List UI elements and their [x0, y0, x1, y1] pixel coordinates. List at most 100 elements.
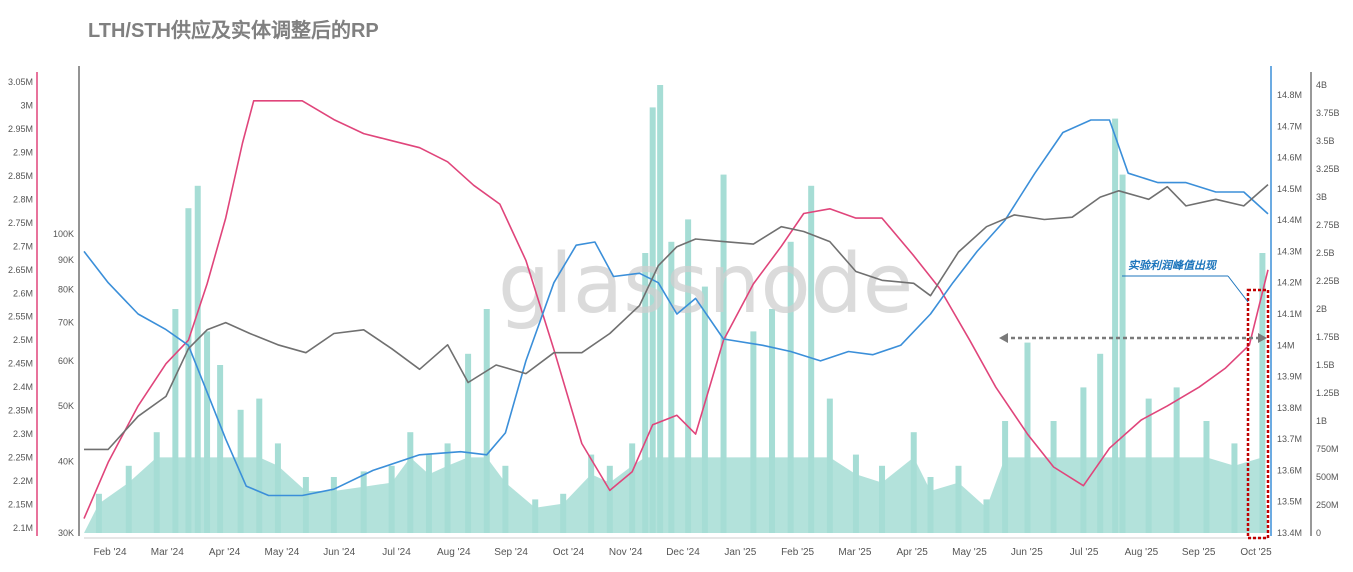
left-outer-tick-label: 2.35M — [8, 406, 33, 416]
arrow-head-left — [999, 333, 1008, 343]
right-inner-tick-label: 13.6M — [1277, 465, 1302, 475]
right-inner-tick-label: 14.6M — [1277, 153, 1302, 163]
left-inner-tick-label: 90K — [58, 255, 74, 265]
x-tick-label: Dec '24 — [666, 547, 700, 558]
left-outer-tick-label: 2.25M — [8, 453, 33, 463]
volume-area — [84, 457, 1268, 533]
left-inner-tick-label: 70K — [58, 318, 74, 328]
volume-bar — [1097, 353, 1104, 533]
right-inner-tick-label: 14.4M — [1277, 215, 1302, 225]
right-outer-tick-label: 1B — [1316, 416, 1327, 426]
left-inner-tick-label: 50K — [58, 401, 74, 411]
right-outer-tick-label: 1.5B — [1316, 360, 1335, 370]
left-outer-tick-label: 2.6M — [13, 288, 33, 298]
right-outer-tick-label: 1.25B — [1316, 388, 1340, 398]
volume-bar — [1112, 118, 1119, 533]
right-outer-tick-label: 250M — [1316, 500, 1339, 510]
left-outer-tick-label: 2.2M — [13, 476, 33, 486]
left-inner-tick-label: 30K — [58, 528, 74, 538]
volume-bar — [217, 365, 224, 533]
x-tick-label: Oct '24 — [553, 547, 585, 558]
series-line — [83, 119, 1269, 497]
left-outer-tick-label: 2.1M — [13, 523, 33, 533]
volume-bar — [657, 85, 664, 533]
volume-bars — [84, 85, 1268, 534]
series-line — [83, 100, 1269, 519]
left-outer-tick-label: 2.15M — [8, 500, 33, 510]
left-outer-tick-label: 2.75M — [8, 218, 33, 228]
volume-bar — [185, 208, 192, 533]
right-inner-tick-label: 14.3M — [1277, 246, 1302, 256]
right-inner-tick-label: 14.1M — [1277, 309, 1302, 319]
right-inner-tick-label: 14.2M — [1277, 278, 1302, 288]
arrow-head-right — [1258, 333, 1267, 343]
x-tick-label: Jul '25 — [1070, 547, 1099, 558]
left-outer-tick-label: 2.3M — [13, 429, 33, 439]
right-inner-tick-label: 13.9M — [1277, 372, 1302, 382]
right-outer-tick-label: 3.5B — [1316, 136, 1335, 146]
left-outer-tick-label: 2.4M — [13, 382, 33, 392]
right-outer-tick-label: 2.5B — [1316, 248, 1335, 258]
right-inner-tick-label: 13.5M — [1277, 497, 1302, 507]
volume-bar — [1119, 174, 1126, 533]
left-outer-tick-label: 2.7M — [13, 241, 33, 251]
right-outer-tick-label: 2.25B — [1316, 276, 1340, 286]
left-inner-tick-label: 80K — [58, 284, 74, 294]
x-tick-label: Sep '25 — [1182, 547, 1216, 558]
right-outer-tick-label: 3.75B — [1316, 108, 1340, 118]
left-outer-tick-label: 2.8M — [13, 194, 33, 204]
right-outer-tick-label: 750M — [1316, 444, 1339, 454]
left-outer-tick-label: 2.55M — [8, 312, 33, 322]
left-inner-tick-label: 60K — [58, 356, 74, 366]
left-outer-tick-label: 3M — [20, 100, 33, 110]
right-outer-tick-label: 1.75B — [1316, 332, 1340, 342]
right-inner-tick-label: 13.8M — [1277, 403, 1302, 413]
volume-bar — [701, 286, 708, 533]
left-outer-tick-label: 2.5M — [13, 335, 33, 345]
right-outer-tick-label: 500M — [1316, 472, 1339, 482]
volume-bar — [808, 185, 815, 534]
x-tick-label: Jun '25 — [1011, 547, 1043, 558]
x-tick-label: Mar '24 — [151, 547, 184, 558]
annotations: 实验利润峰值出现 — [999, 259, 1270, 540]
volume-bar — [787, 241, 794, 534]
volume-bar — [465, 353, 472, 533]
volume-bar — [194, 185, 201, 534]
left-inner-tick-label: 40K — [58, 457, 74, 467]
volume-bar — [483, 309, 490, 533]
volume-bar — [642, 253, 649, 533]
right-outer-tick-label: 2B — [1316, 304, 1327, 314]
volume-bar — [750, 331, 757, 533]
x-tick-label: Jul '24 — [382, 547, 411, 558]
left-outer-tick-label: 3.05M — [8, 77, 33, 87]
right-inner-tick-label: 13.7M — [1277, 434, 1302, 444]
volume-bar — [668, 241, 675, 534]
x-tick-label: Nov '24 — [609, 547, 643, 558]
series-lines — [83, 100, 1269, 519]
annotation-label: 实验利润峰值出现 — [1128, 259, 1218, 272]
right-outer-tick-label: 3.25B — [1316, 164, 1340, 174]
volume-bar — [649, 107, 656, 534]
volume-bar — [685, 219, 692, 533]
x-tick-label: Aug '24 — [437, 547, 471, 558]
x-tick-label: Aug '25 — [1125, 547, 1159, 558]
right-outer-tick-label: 0 — [1316, 528, 1321, 538]
left-outer-tick-label: 2.45M — [8, 359, 33, 369]
x-tick-label: Oct '25 — [1240, 547, 1272, 558]
left-outer-tick-label: 2.95M — [8, 124, 33, 134]
highlight-box — [1246, 288, 1270, 540]
x-tick-label: Feb '25 — [781, 547, 814, 558]
left-outer-tick-label: 2.85M — [8, 171, 33, 181]
x-tick-label: Apr '25 — [897, 547, 929, 558]
series-line — [84, 183, 1269, 451]
x-tick-label: Apr '24 — [209, 547, 241, 558]
x-tick-label: Jun '24 — [323, 547, 355, 558]
volume-bar — [1024, 342, 1031, 533]
x-tick-label: Jan '25 — [724, 547, 756, 558]
x-tick-label: Feb '24 — [93, 547, 126, 558]
axes: 3.05M 3M 2.95M 2.9M 2.85M 2.8M 2.75M 2.7M 2.65M 2… — [8, 66, 1340, 558]
left-outer-tick-label: 2.65M — [8, 265, 33, 275]
right-outer-tick-label: 2.75B — [1316, 220, 1340, 230]
volume-bar — [769, 309, 776, 533]
x-tick-label: Mar '25 — [838, 547, 871, 558]
